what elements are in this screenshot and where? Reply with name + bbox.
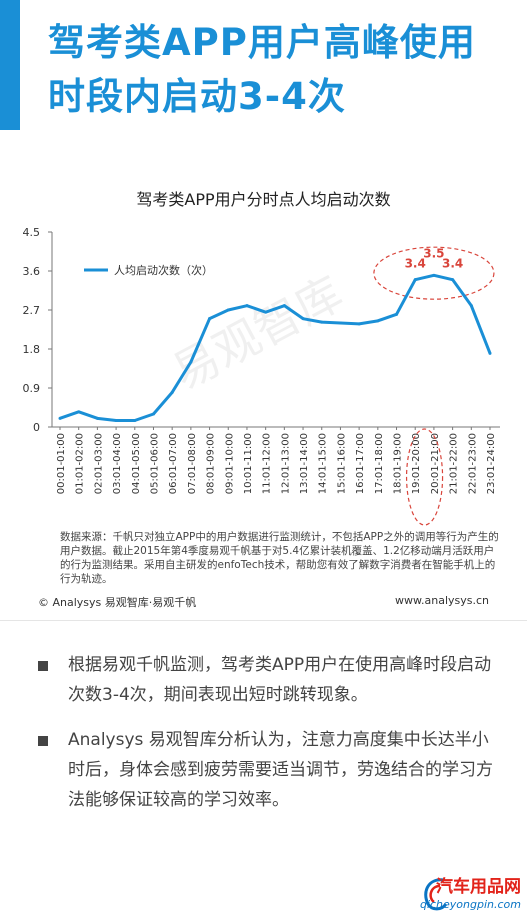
data-point: [469, 304, 473, 308]
x-tick-label: 10:01-11:00: [243, 433, 254, 494]
x-tick-label: 07:01-08:00: [187, 433, 198, 494]
series-line: [59, 273, 492, 422]
x-tick-label: 09:01-10:00: [224, 433, 235, 494]
data-point: [282, 304, 286, 308]
logo-text: 汽车用品网: [436, 877, 521, 897]
x-tick-label: 16:01-17:00: [355, 433, 366, 494]
x-tick-label: 03:01-04:00: [112, 433, 123, 494]
y-tick-label: 0.9: [23, 382, 41, 395]
x-tick-label: 18:01-19:00: [393, 433, 404, 494]
data-point: [189, 360, 193, 364]
data-point: [77, 410, 81, 414]
data-label: 3.5: [423, 246, 444, 260]
chart-card: 驾考类APP用户分时点人均启动次数 易观智库 4.5 3.6 2.7 1.8 0.9 0 00…: [0, 172, 527, 617]
line-chart: 易观智库 4.5 3.6 2.7 1.8 0.9 0 00:01-01:00 01:01-02:…: [23, 226, 500, 526]
data-point: [58, 416, 62, 420]
data-point: [413, 278, 417, 282]
x-tick-label: 01:01-02:00: [75, 433, 86, 494]
divider: [0, 620, 527, 621]
data-point: [395, 312, 399, 316]
page-title-line-2: 时段内启动3-4次: [48, 75, 346, 118]
logo-domain: qicheyongpin.com: [419, 898, 521, 911]
data-point: [357, 322, 361, 326]
data-point: [451, 278, 455, 282]
chart-title: 驾考类APP用户分时点人均启动次数: [136, 190, 391, 209]
bullet-item-1: 根据易观千帆监测，驾考类APP用户在使用高峰时段启动次数3-4次，期间表现出短时…: [38, 650, 498, 710]
website-link[interactable]: www.analysys.cn: [395, 594, 489, 607]
x-tick-label: 14:01-15:00: [318, 433, 329, 494]
bullet-item-2: Analysys 易观智库分析认为，注意力高度集中长达半小时后，身体会感到疲劳需…: [38, 725, 498, 815]
legend-label: 人均启动次数（次）: [114, 263, 213, 277]
data-label: 3.4: [442, 257, 463, 271]
x-tick-label: 11:01-12:00: [262, 433, 273, 494]
copyright-text: © Analysys 易观智库·易观千帆: [38, 596, 197, 609]
data-label: 3.4: [405, 257, 426, 271]
x-tick-label: 05:01-06:00: [149, 433, 160, 494]
data-point: [95, 416, 99, 420]
data-point: [338, 321, 342, 325]
y-tick-label: 1.8: [23, 343, 41, 356]
y-tick-label: 4.5: [23, 226, 41, 239]
data-point: [151, 412, 155, 416]
data-point: [170, 390, 174, 394]
title-accent-bar: [0, 0, 20, 130]
source-note: 数据来源：千帆只对独立APP中的用户数据进行监测统计，不包括APP之外的调用等行…: [60, 531, 499, 585]
peak-label-highlight-ellipse: [405, 428, 444, 526]
x-tick-label: 22:01-23:00: [467, 433, 478, 494]
y-tick-label: 3.6: [23, 265, 41, 278]
data-point: [114, 419, 118, 422]
data-point: [245, 304, 249, 308]
x-tick-label: 04:01-05:00: [131, 433, 142, 494]
page-title-line-1: 驾考类APP用户高峰使用: [48, 21, 476, 64]
x-tick-label: 08:01-09:00: [206, 433, 217, 494]
peak-highlight-ellipse: [373, 246, 495, 300]
data-point: [264, 310, 268, 314]
y-tick-label: 2.7: [23, 304, 41, 317]
x-tick-label: 17:01-18:00: [374, 433, 385, 494]
y-tick-label: 0: [33, 421, 40, 434]
data-point: [301, 317, 305, 321]
bullet-text-2: Analysys 易观智库分析认为，注意力高度集中长达半小时后，身体会感到疲劳需…: [68, 730, 493, 810]
data-point: [226, 308, 230, 312]
x-tick-label: 02:01-03:00: [93, 433, 104, 494]
title-banner: 驾考类APP用户高峰使用 时段内启动3-4次: [0, 0, 527, 130]
logo-swirl-icon: [424, 878, 448, 911]
square-bullet-icon: [38, 661, 48, 671]
x-tick-label: 15:01-16:00: [336, 433, 347, 494]
data-point: [432, 273, 436, 277]
x-tick-label: 13:01-14:00: [299, 433, 310, 494]
site-logo: 汽车用品网 qicheyongpin.com: [420, 872, 525, 918]
x-tick-label: 19:01-20:00: [411, 433, 422, 494]
x-tick-label: 20:01-21:00: [430, 433, 441, 494]
x-tick-label: 12:01-13:00: [280, 433, 291, 494]
bullet-text-1: 根据易观千帆监测，驾考类APP用户在使用高峰时段启动次数3-4次，期间表现出短时…: [68, 655, 492, 705]
x-tick-label: 21:01-22:00: [449, 433, 460, 494]
data-point: [133, 419, 137, 422]
x-tick-label: 06:01-07:00: [168, 433, 179, 494]
x-tick-label: 00:01-01:00: [56, 433, 67, 494]
data-point: [376, 319, 380, 323]
data-point: [320, 320, 324, 324]
data-point: [208, 317, 212, 321]
square-bullet-icon: [38, 736, 48, 746]
data-point: [488, 351, 492, 355]
x-tick-label: 23:01-24:00: [486, 433, 497, 494]
watermark-text: 易观智库: [164, 266, 352, 400]
